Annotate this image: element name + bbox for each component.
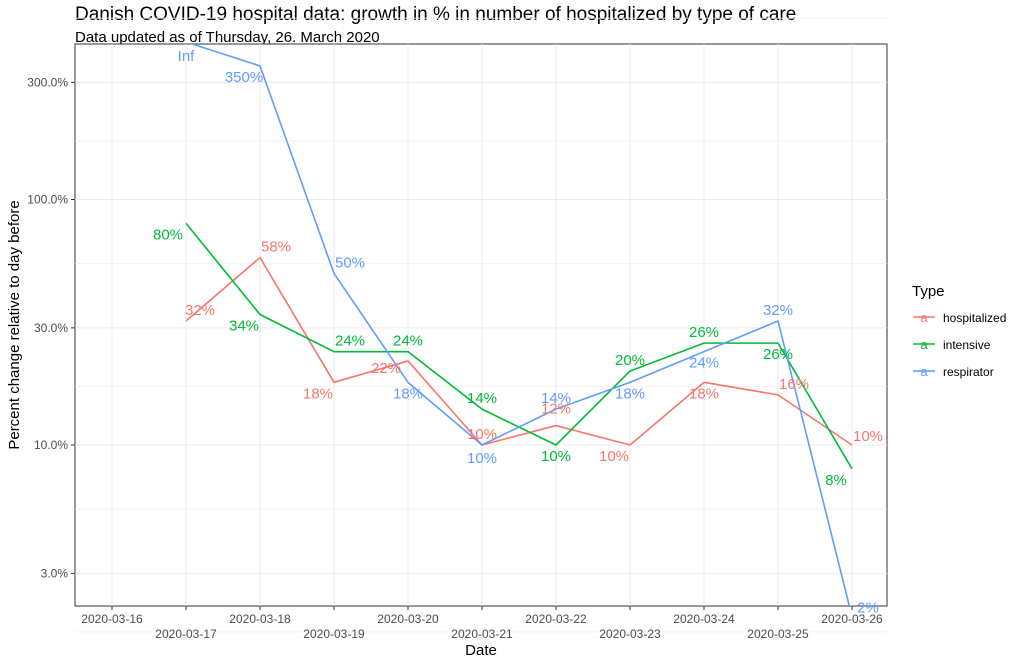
data-label-intensive: 24% bbox=[393, 333, 423, 350]
x-tick-label: 2020-03-22 bbox=[525, 612, 587, 626]
x-tick-label: 2020-03-20 bbox=[377, 612, 439, 626]
data-label-hospitalized: 58% bbox=[261, 239, 291, 256]
legend-item-label: respirator bbox=[943, 365, 994, 379]
legend-key-glyph: a bbox=[920, 310, 928, 325]
x-tick-label: 2020-03-25 bbox=[747, 627, 809, 641]
y-tick-label: 30.0% bbox=[34, 321, 68, 335]
data-label-intensive: 26% bbox=[763, 346, 793, 363]
x-tick-label: 2020-03-16 bbox=[81, 612, 143, 626]
legend-item-label: hospitalized bbox=[943, 311, 1006, 325]
data-label-hospitalized: 10% bbox=[467, 426, 497, 443]
data-label-hospitalized: 10% bbox=[853, 428, 883, 445]
series-line-hospitalized bbox=[185, 256, 853, 446]
data-label-hospitalized: 32% bbox=[185, 302, 215, 319]
data-label-hospitalized: 22% bbox=[371, 360, 401, 377]
x-tick-label: 2020-03-17 bbox=[155, 627, 217, 641]
data-label-respirator: 10% bbox=[467, 450, 497, 467]
chart-title: Danish COVID-19 hospital data: growth in… bbox=[75, 4, 797, 25]
legend-title: Type bbox=[912, 283, 945, 300]
plot-panel bbox=[74, 43, 888, 607]
y-tick-label: 100.0% bbox=[27, 193, 68, 207]
data-label-intensive: 24% bbox=[335, 333, 365, 350]
x-tick-label: 2020-03-26 bbox=[821, 612, 883, 626]
x-tick-label: 2020-03-23 bbox=[599, 627, 661, 641]
data-label-respirator: 350% bbox=[225, 69, 263, 86]
data-label-intensive: 20% bbox=[615, 352, 645, 369]
legend-item-label: intensive bbox=[943, 338, 991, 352]
x-tick-label: 2020-03-18 bbox=[229, 612, 291, 626]
data-label-intensive: 8% bbox=[825, 472, 847, 489]
series-line-respirator bbox=[189, 44, 851, 606]
data-label-hospitalized: 16% bbox=[779, 376, 809, 393]
data-label-hospitalized: 18% bbox=[689, 385, 719, 402]
legend-key-glyph: a bbox=[920, 364, 928, 379]
x-axis-title: Date bbox=[465, 642, 497, 659]
y-tick-label: 300.0% bbox=[27, 75, 68, 89]
y-tick-label: 10.0% bbox=[34, 438, 68, 452]
data-label-respirator: 18% bbox=[393, 385, 423, 402]
data-label-intensive: 14% bbox=[467, 390, 497, 407]
data-label-respirator: 32% bbox=[763, 302, 793, 319]
data-label-intensive: 10% bbox=[541, 448, 571, 465]
legend-key-glyph: a bbox=[920, 337, 928, 352]
data-label-respirator: 2% bbox=[857, 600, 879, 617]
x-tick-label: 2020-03-24 bbox=[673, 612, 735, 626]
data-label-hospitalized: 10% bbox=[599, 448, 629, 465]
data-label-intensive: 34% bbox=[229, 318, 259, 335]
x-tick-label: 2020-03-21 bbox=[451, 627, 513, 641]
data-label-respirator: 14% bbox=[541, 390, 571, 407]
data-label-respirator: Inf bbox=[178, 48, 196, 65]
y-axis-title: Percent change relative to day before bbox=[6, 200, 23, 449]
chart-subtitle: Data updated as of Thursday, 26. March 2… bbox=[75, 29, 380, 46]
data-label-respirator: 18% bbox=[615, 385, 645, 402]
data-label-hospitalized: 12% bbox=[541, 401, 571, 418]
data-label-respirator: 50% bbox=[335, 254, 365, 271]
data-label-respirator: 24% bbox=[689, 355, 719, 372]
data-label-intensive: 26% bbox=[689, 324, 719, 341]
data-label-intensive: 80% bbox=[153, 226, 183, 243]
data-label-hospitalized: 18% bbox=[303, 385, 333, 402]
y-tick-label: 3.0% bbox=[41, 566, 69, 580]
x-tick-label: 2020-03-19 bbox=[303, 627, 365, 641]
